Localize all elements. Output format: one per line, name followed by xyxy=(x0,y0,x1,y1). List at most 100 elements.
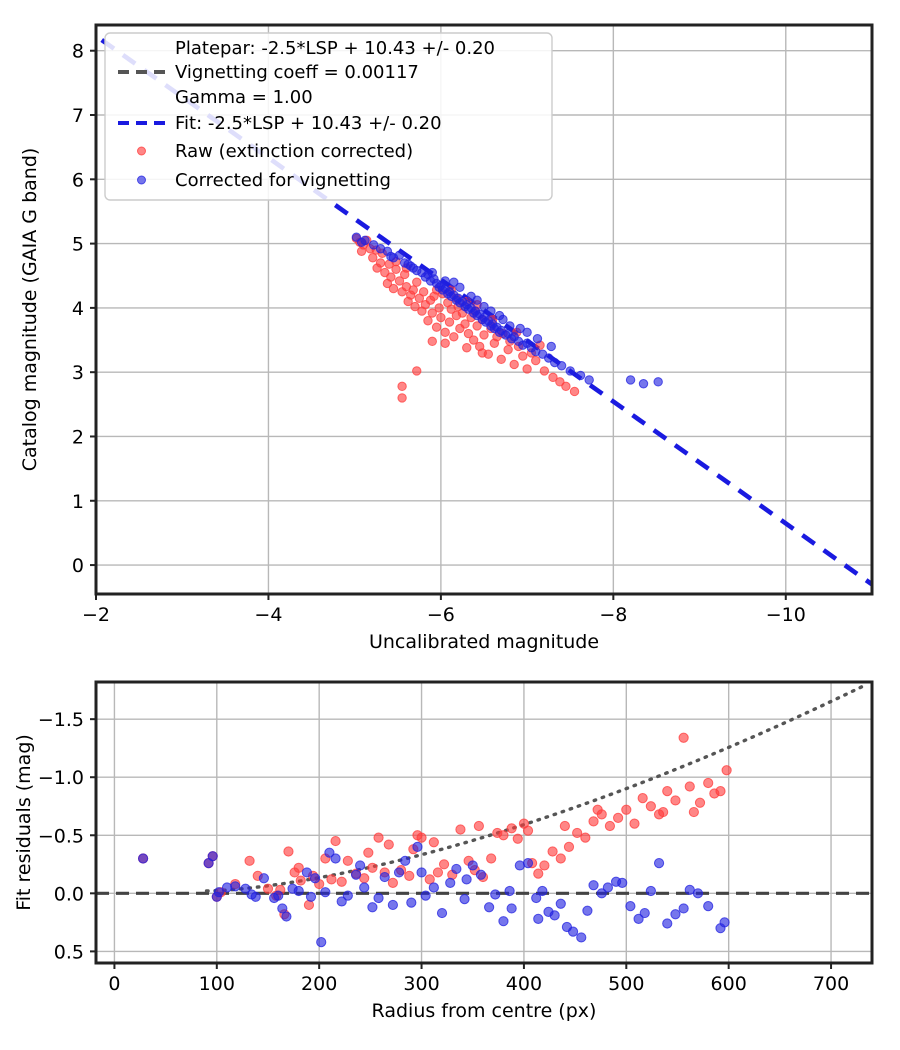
data-point xyxy=(397,381,407,392)
data-point xyxy=(363,847,374,858)
data-point xyxy=(567,926,579,937)
x-tick-label: 500 xyxy=(608,973,644,995)
data-point xyxy=(592,804,603,815)
data-point xyxy=(580,832,591,843)
data-point xyxy=(515,323,525,334)
data-point xyxy=(444,317,455,327)
data-point xyxy=(645,885,656,897)
data-point xyxy=(719,917,730,928)
data-point xyxy=(388,283,399,294)
data-point xyxy=(537,885,548,897)
data-point xyxy=(221,882,233,893)
data-point xyxy=(653,858,665,869)
data-point xyxy=(629,818,640,829)
data-point xyxy=(336,876,347,887)
data-point xyxy=(505,321,515,331)
data-point xyxy=(576,932,587,943)
data-point xyxy=(506,823,517,834)
data-point xyxy=(414,293,425,303)
data-point xyxy=(246,889,257,900)
data-point xyxy=(625,901,636,912)
data-point xyxy=(451,863,462,875)
data-point xyxy=(207,851,218,862)
data-point xyxy=(324,847,335,858)
data-point xyxy=(230,881,241,892)
y-tick-label: 2 xyxy=(72,426,84,448)
y-tick-label: 0.5 xyxy=(54,941,84,963)
y-tick-label: 0 xyxy=(72,555,84,577)
data-point xyxy=(262,883,274,894)
data-point xyxy=(368,253,378,263)
data-point xyxy=(498,830,509,841)
data-point xyxy=(460,319,470,329)
data-point xyxy=(463,328,474,339)
data-point xyxy=(715,786,726,797)
data-point xyxy=(368,240,379,250)
data-point xyxy=(633,913,644,924)
y-tick-label: 3 xyxy=(72,362,84,384)
legend-label: Fit: -2.5*LSP + 10.43 +/- 0.20 xyxy=(175,113,442,134)
data-point xyxy=(638,379,649,389)
legend-label: Gamma = 1.00 xyxy=(175,87,313,108)
data-point xyxy=(617,877,628,888)
data-point xyxy=(355,860,366,871)
data-point xyxy=(486,853,497,864)
data-point xyxy=(330,853,341,864)
data-point xyxy=(316,937,327,948)
data-point xyxy=(455,282,465,293)
legend-entry: Fit: -2.5*LSP + 10.43 +/- 0.20 xyxy=(118,113,442,134)
data-point xyxy=(548,372,558,383)
data-point xyxy=(506,903,517,914)
data-point xyxy=(555,853,566,864)
data-point xyxy=(137,853,149,864)
data-point xyxy=(423,316,433,326)
data-point xyxy=(484,902,495,913)
data-point xyxy=(436,907,448,919)
data-point xyxy=(613,812,624,823)
data-point xyxy=(379,871,390,883)
data-point xyxy=(393,867,405,878)
data-point xyxy=(472,321,482,331)
legend: Platepar: -2.5*LSP + 10.43 +/- 0.20 Vigne… xyxy=(104,32,553,201)
y-tick-label: 7 xyxy=(72,105,84,127)
data-point xyxy=(293,862,304,873)
data-point xyxy=(427,336,437,347)
data-point xyxy=(428,882,439,893)
data-point xyxy=(436,312,446,323)
data-point xyxy=(565,366,575,376)
data-point xyxy=(703,777,714,789)
data-point xyxy=(295,875,306,886)
y-tick-label: 1 xyxy=(72,491,84,513)
x-tick-label: −10 xyxy=(766,604,806,626)
x-tick-label: 700 xyxy=(813,973,849,995)
axes-spines xyxy=(94,680,874,965)
data-point xyxy=(692,888,704,899)
data-point xyxy=(637,793,648,804)
data-point xyxy=(721,765,732,776)
data-point xyxy=(477,348,487,358)
data-point xyxy=(330,835,341,847)
data-point xyxy=(387,877,398,888)
data-point xyxy=(653,377,663,387)
data-point xyxy=(412,277,422,287)
data-point xyxy=(240,883,251,894)
data-point xyxy=(684,781,695,792)
data-point xyxy=(440,327,450,338)
data-point xyxy=(549,910,560,921)
y-tick-label: 6 xyxy=(72,169,84,191)
data-point xyxy=(461,874,472,885)
data-point xyxy=(462,343,472,353)
data-point xyxy=(394,250,405,260)
data-point xyxy=(662,786,673,797)
data-point xyxy=(547,846,558,857)
data-point xyxy=(342,855,353,866)
x-axis-label: Uncalibrated magnitude xyxy=(369,631,599,653)
data-point xyxy=(386,272,396,282)
data-point xyxy=(386,251,396,262)
data-point xyxy=(486,306,496,316)
y-tick-label: 5 xyxy=(72,234,84,256)
y-tick-label: −1.0 xyxy=(38,767,84,789)
ticks: −2 −4 −6 −8 −10 0 1 2 3 4 5 6 7 8 xyxy=(72,41,806,626)
data-point xyxy=(479,301,489,312)
data-point xyxy=(438,859,450,870)
